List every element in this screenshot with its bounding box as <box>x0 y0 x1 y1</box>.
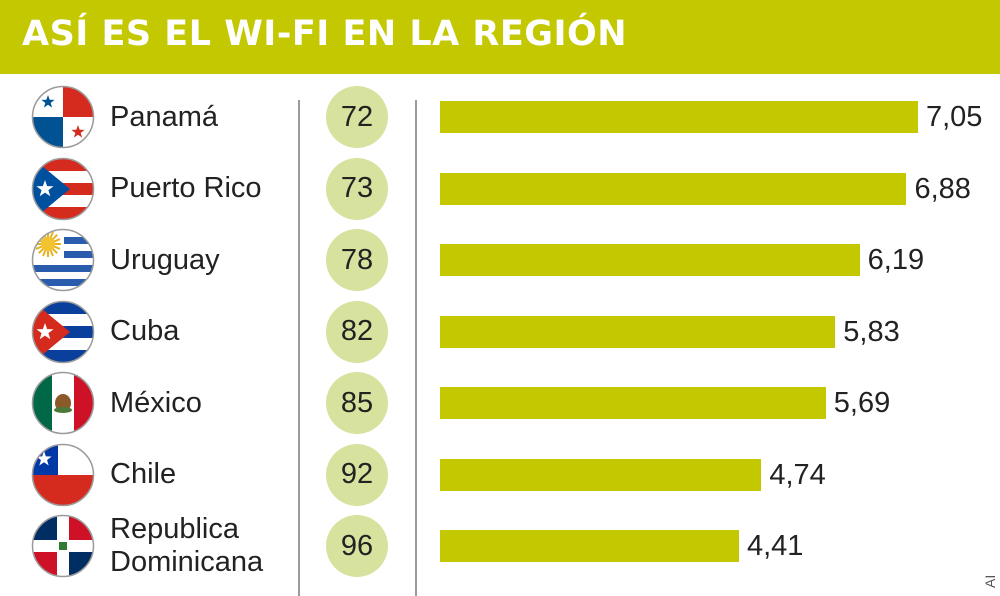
value-label: 5,83 <box>843 315 900 348</box>
rank-bubble: 85 <box>326 372 388 434</box>
data-bar <box>440 315 836 348</box>
value-label: 4,74 <box>769 458 826 491</box>
country-label: Puerto Rico <box>110 172 262 204</box>
rank-bubble: 78 <box>326 229 388 291</box>
credit-label: AI <box>982 574 998 588</box>
value-label: 4,41 <box>746 530 804 562</box>
rank-bubble: 82 <box>326 300 388 363</box>
flag-cuba-icon <box>30 299 96 370</box>
divider-ranks-bars <box>415 100 417 596</box>
divider-names-ranks <box>298 100 300 596</box>
data-bar <box>440 172 907 205</box>
flag-dominican-republic-icon <box>30 513 96 584</box>
rank-bubble: 72 <box>326 86 388 148</box>
flag-uruguay-icon <box>30 227 96 298</box>
data-bar <box>440 244 860 276</box>
data-bar <box>440 101 918 133</box>
data-bar <box>440 458 762 491</box>
country-label: Republica <box>110 513 239 545</box>
rank-bubble: 92 <box>326 443 388 506</box>
value-label: 7,05 <box>925 101 983 133</box>
country-label: Panamá <box>110 100 219 133</box>
country-label: Chile <box>110 458 177 490</box>
flag-panama-icon <box>30 84 96 155</box>
country-label: Cuba <box>110 315 180 347</box>
rank-bubble: 73 <box>326 157 388 220</box>
rank-bubble: 96 <box>326 515 388 577</box>
chart-title: ASÍ ES EL WI-FI EN LA REGIÓN <box>22 14 628 54</box>
chart-header: ASÍ ES EL WI-FI EN LA REGIÓN <box>0 0 1000 74</box>
data-bar <box>440 530 739 562</box>
flag-mexico-icon <box>30 370 96 441</box>
flag-chile-icon <box>30 442 96 513</box>
value-label: 6,19 <box>867 244 925 276</box>
data-bar <box>440 387 826 419</box>
country-label: México <box>110 386 202 419</box>
country-label: Dominicana <box>110 546 264 578</box>
flag-puerto-rico-icon <box>30 156 96 227</box>
value-label: 5,69 <box>833 387 891 419</box>
value-label: 6,88 <box>914 172 971 205</box>
country-label: Uruguay <box>110 243 220 276</box>
